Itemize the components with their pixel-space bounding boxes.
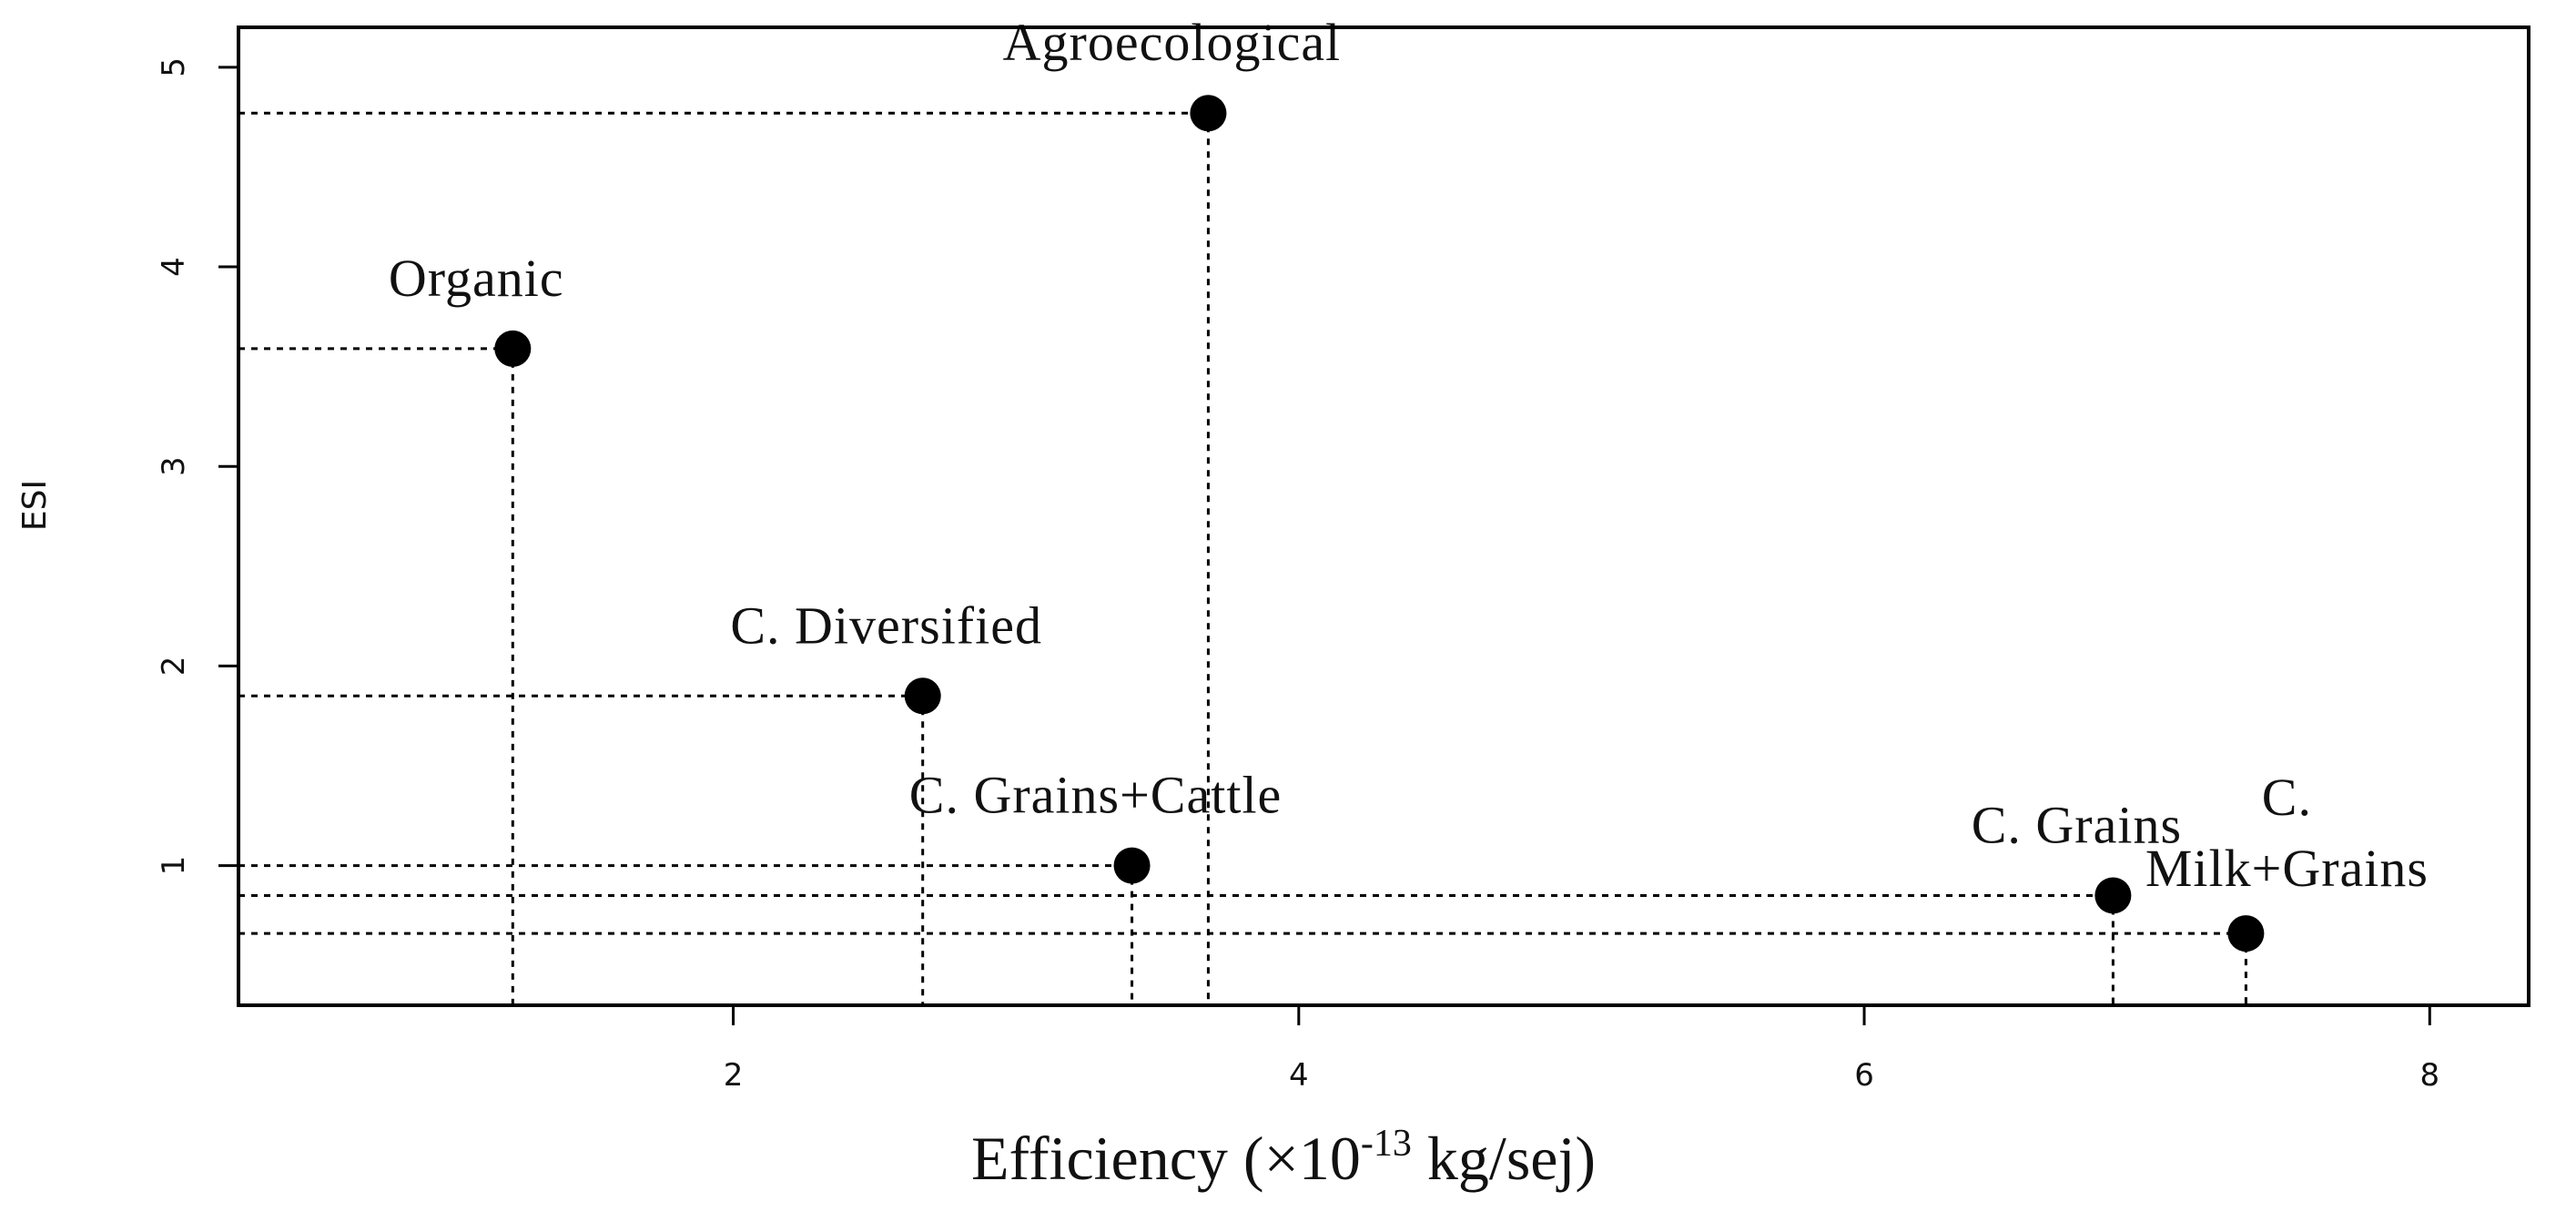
x-axis-title-exponent: -13 [1361, 1123, 1412, 1165]
y-tick-label: 5 [156, 57, 192, 77]
data-label: C. Diversified [730, 596, 1042, 655]
x-axis-title-mult: × [1264, 1124, 1299, 1193]
data-label: C. Milk+Grains [2145, 768, 2429, 898]
x-tick-label: 4 [1289, 1057, 1309, 1094]
data-label: Agroecological [1003, 13, 1342, 72]
drop-lines [238, 111, 2247, 1005]
x-axis: 2 4 6 8 [724, 1005, 2439, 1094]
x-tick-label: 2 [724, 1057, 744, 1094]
data-label: C. Grains [1972, 795, 2182, 854]
data-point [2094, 877, 2132, 914]
y-axis: 1 2 3 4 5 [156, 57, 238, 875]
data-point [1113, 847, 1151, 884]
y-tick-label: 2 [156, 657, 192, 677]
point-labels: Agroecological Organic C. Diversified C. Gr… [389, 13, 2429, 898]
data-point [494, 330, 532, 367]
y-tick-label: 3 [156, 456, 192, 476]
x-axis-title-base: 10 [1299, 1124, 1361, 1193]
x-axis-title: Efficiency (×10-13 kg/sej) [971, 1123, 1596, 1193]
data-label: Organic [389, 249, 564, 308]
x-axis-title-pre: Efficiency ( [971, 1124, 1264, 1193]
data-point [2227, 915, 2265, 952]
data-label: C. Grains+Cattle [909, 766, 1283, 825]
y-axis-title: ESI [16, 480, 54, 531]
y-tick-label: 1 [156, 856, 192, 876]
plot-frame [237, 25, 2530, 1007]
data-point [904, 677, 941, 715]
data-points [494, 95, 2265, 952]
y-tick-label: 4 [156, 257, 192, 277]
x-tick-label: 6 [1854, 1057, 1874, 1094]
data-point [1190, 95, 1227, 132]
x-axis-title-post: kg/sej) [1412, 1124, 1596, 1193]
x-tick-label: 8 [2419, 1057, 2439, 1094]
